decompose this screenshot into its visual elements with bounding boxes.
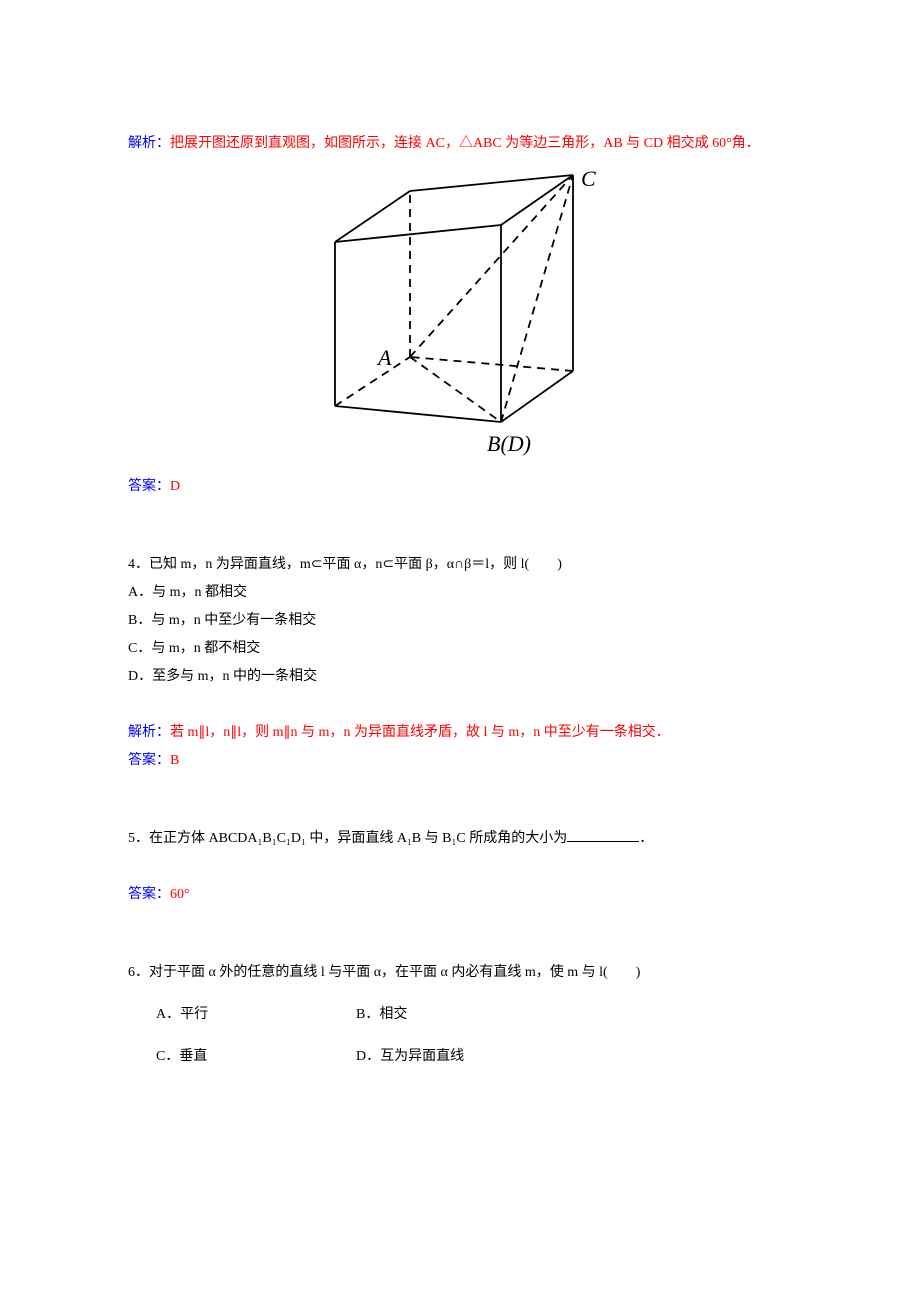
- q4-solution: 解析：若 m∥l，n∥l，则 m∥n 与 m，n 为异面直线矛盾，故 l 与 m…: [100, 719, 820, 747]
- q6-opt-c: C．垂直: [128, 1043, 328, 1071]
- q6-opt-row-2: C．垂直D．互为异面直线: [100, 1043, 820, 1071]
- q6-opt-b: B．相交: [328, 1001, 528, 1029]
- q4-solution-prefix: 解析：: [128, 725, 170, 740]
- svg-text:C: C: [581, 168, 596, 191]
- q5-blank: [567, 828, 639, 842]
- q3-solution-body: 把展开图还原到直观图，如图所示，连接 AC，△ABC 为等边三角形，AB 与 C…: [170, 136, 760, 151]
- q5-answer: 答案：60°: [100, 881, 820, 909]
- q4-answer-prefix: 答案：: [128, 753, 170, 768]
- q3-answer-prefix: 答案：: [128, 479, 170, 494]
- q4-stem: 4．已知 m，n 为异面直线，m⊂平面 α，n⊂平面 β，α∩β＝l，则 l( …: [100, 551, 820, 579]
- q5-stem-post: ．: [639, 831, 653, 846]
- q6-opt-d: D．互为异面直线: [328, 1043, 528, 1071]
- q6-stem: 6．对于平面 α 外的任意的直线 l 与平面 α，在平面 α 内必有直线 m，使…: [100, 959, 820, 987]
- q6-opt-row-1: A．平行B．相交: [100, 1001, 820, 1029]
- svg-text:B(D): B(D): [487, 431, 531, 456]
- q5-answer-prefix: 答案：: [128, 887, 170, 902]
- q4-answer-value: B: [170, 753, 179, 768]
- cube-diagram: A B(D) C: [305, 168, 615, 469]
- q4-opt-a: A．与 m，n 都相交: [100, 579, 820, 607]
- cube-svg: A B(D) C: [305, 168, 615, 458]
- q4-opt-d: D．至多与 m，n 中的一条相交: [100, 663, 820, 691]
- q6-opt-a: A．平行: [128, 1001, 328, 1029]
- q4-solution-body: 若 m∥l，n∥l，则 m∥n 与 m，n 为异面直线矛盾，故 l 与 m，n …: [170, 725, 670, 740]
- q3-solution-prefix: 解析：: [128, 136, 170, 151]
- q3-solution: 解析：把展开图还原到直观图，如图所示，连接 AC，△ABC 为等边三角形，AB …: [100, 130, 820, 158]
- q5-stem: 5．在正方体 ABCDA₁B₁C₁D₁ 中，异面直线 A₁B 与 B₁C 所成角…: [100, 825, 820, 853]
- q3-diagram: A B(D) C: [100, 168, 820, 469]
- q3-answer-value: D: [170, 479, 180, 494]
- q5-answer-value: 60°: [170, 887, 190, 902]
- svg-text:A: A: [376, 345, 392, 370]
- q4-opt-c: C．与 m，n 都不相交: [100, 635, 820, 663]
- q4-answer: 答案：B: [100, 747, 820, 775]
- q3-answer: 答案：D: [100, 473, 820, 501]
- q4-opt-b: B．与 m，n 中至少有一条相交: [100, 607, 820, 635]
- q5-stem-pre: 5．在正方体 ABCDA₁B₁C₁D₁ 中，异面直线 A₁B 与 B₁C 所成角…: [128, 831, 567, 846]
